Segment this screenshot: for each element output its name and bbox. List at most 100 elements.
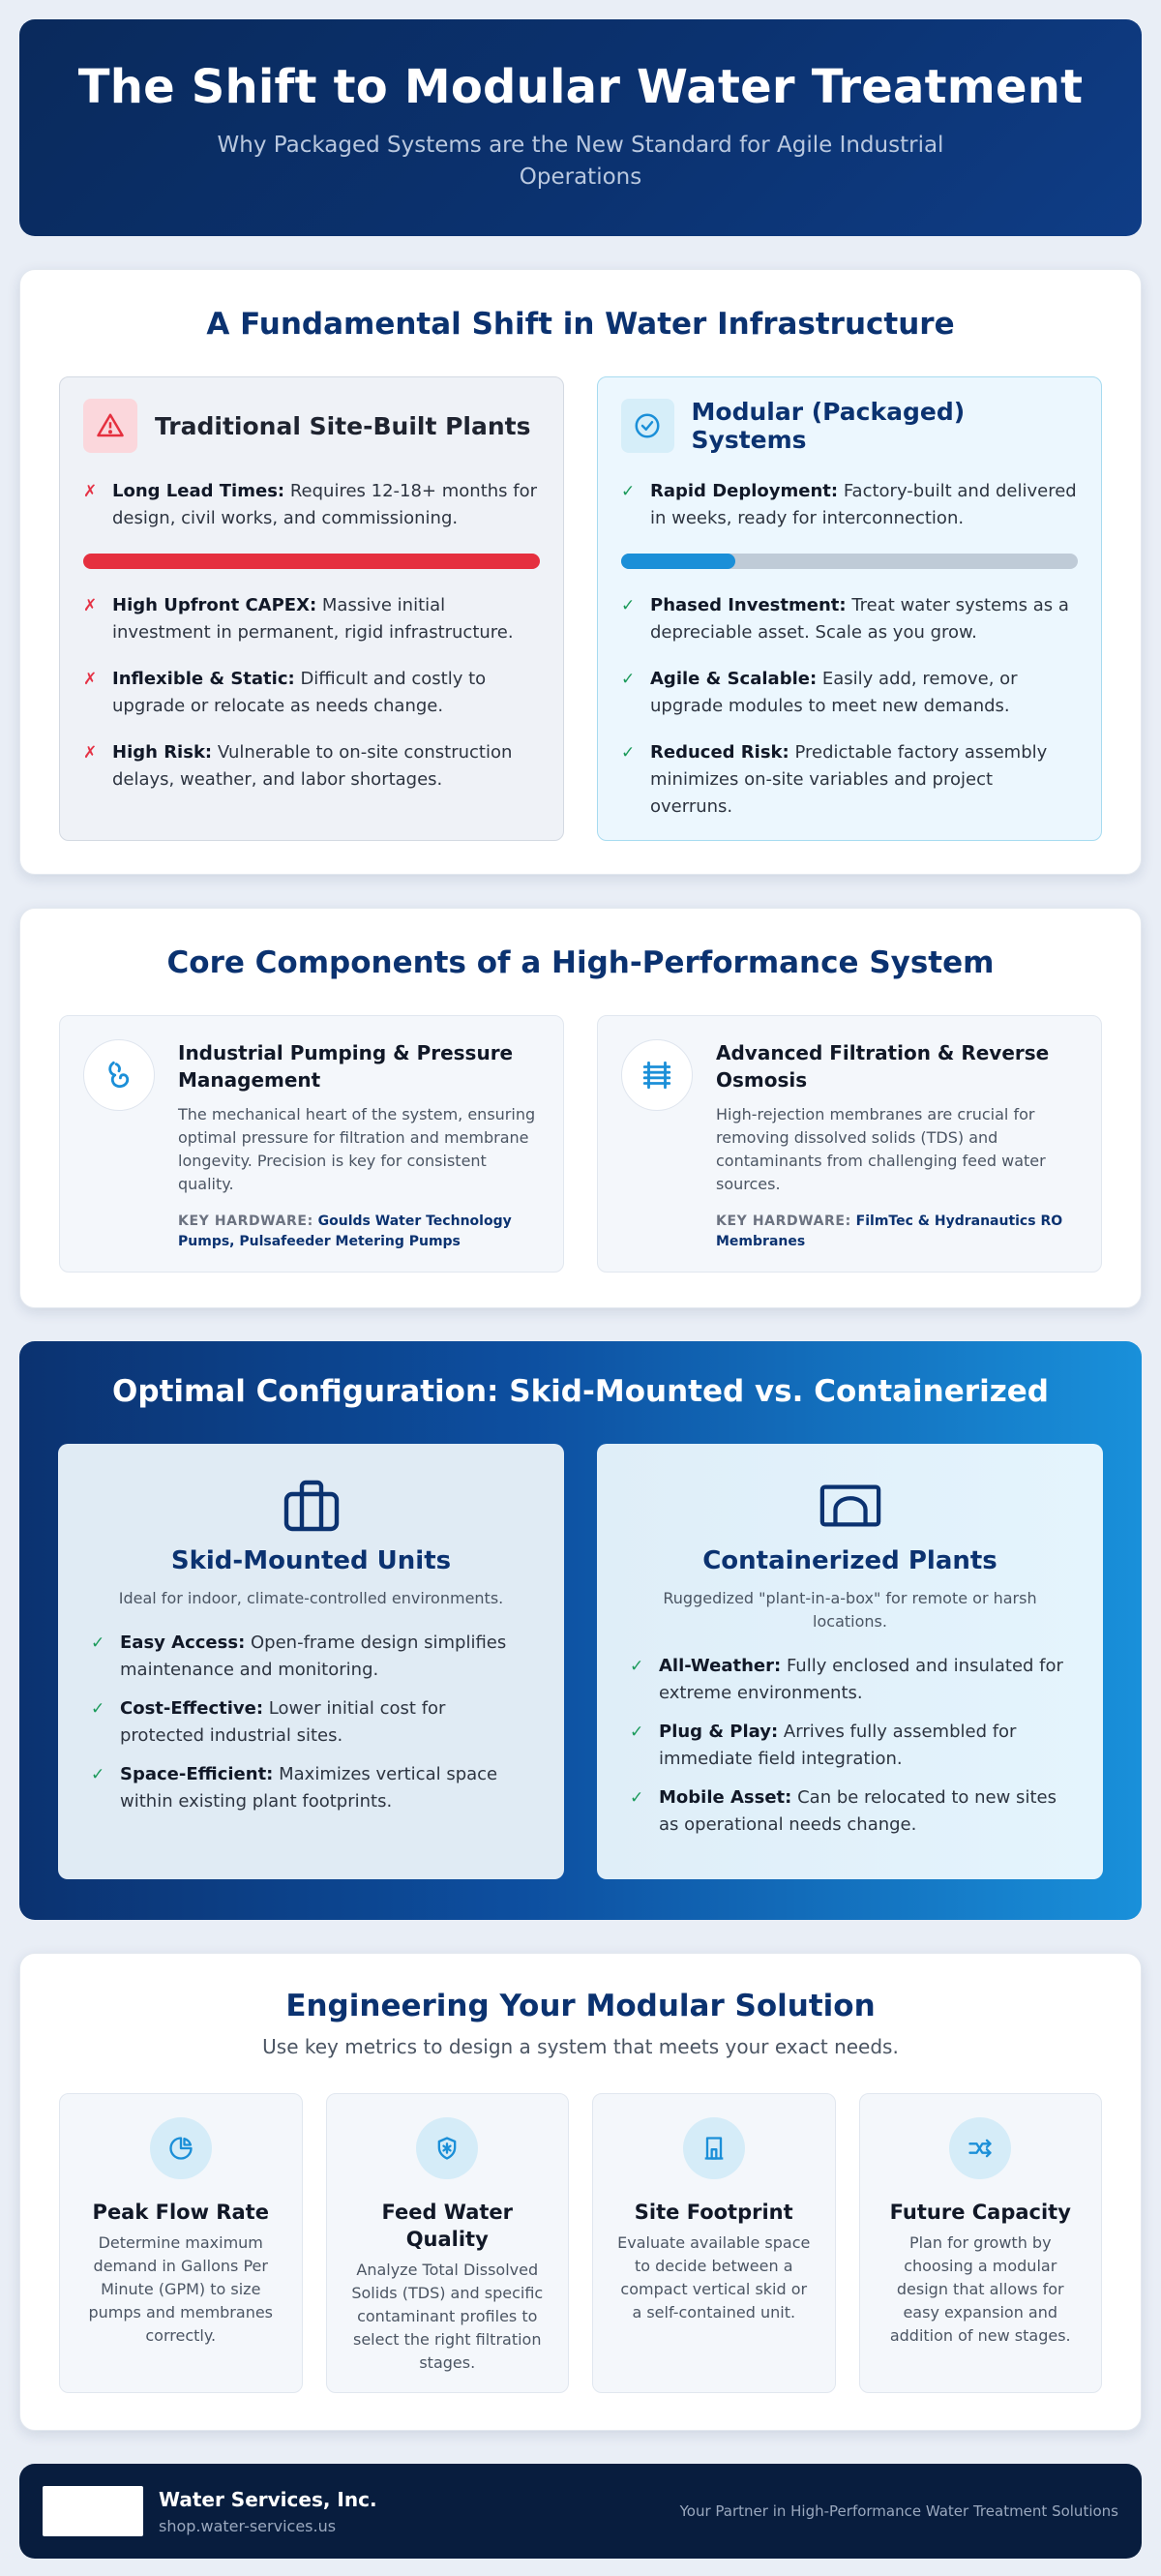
item-label: Reduced Risk:	[650, 742, 789, 763]
engineering-section: Engineering Your Modular Solution Use ke…	[19, 1953, 1142, 2431]
metric-heading: Feed Water Quality	[381, 2201, 514, 2251]
metric-card-water-quality: Feed Water Quality Analyze Total Dissolv…	[325, 2093, 569, 2393]
hardware-label: KEY HARDWARE:	[716, 1213, 851, 1229]
page-title: The Shift to Modular Water Treatment	[77, 60, 1084, 114]
metric-text: Plan for growth by choosing a modular de…	[889, 2233, 1071, 2345]
item-text: Treat water systems as a depreciable ass…	[650, 595, 1069, 643]
modular-item: ✓ Reduced Risk: Predictable factory asse…	[621, 739, 1078, 821]
arrows-icon	[949, 2117, 1012, 2179]
metric-card-site-footprint: Site Footprint Evaluate available space …	[592, 2093, 836, 2393]
item-text: Vulnerable to on-site construction delay…	[112, 742, 513, 790]
check-mark-icon: ✓	[621, 670, 636, 689]
container-heading: Containerized Plants	[702, 1546, 997, 1575]
modular-item: ✓ Agile & Scalable: Easily add, remove, …	[621, 666, 1078, 720]
component-hardware: KEY HARDWARE: Goulds Water Technology Pu…	[178, 1212, 540, 1252]
pump-icon	[83, 1039, 155, 1111]
containerized-card: Containerized Plants Ruggedized "plant-i…	[597, 1444, 1103, 1879]
item-text: Difficult and costly to upgrade or reloc…	[112, 669, 487, 716]
feature-text: Arrives fully assembled for immediate fi…	[659, 1722, 1017, 1769]
check-mark-icon: ✓	[630, 1722, 644, 1742]
shift-section: A Fundamental Shift in Water Infrastruct…	[19, 269, 1142, 875]
feature-label: All-Weather:	[659, 1656, 782, 1676]
component-hardware: KEY HARDWARE: FilmTec & Hydranautics RO …	[716, 1212, 1078, 1252]
skid-subtitle: Ideal for indoor, climate-controlled env…	[118, 1589, 504, 1607]
check-mark-icon: ✓	[621, 743, 636, 763]
check-circle-icon	[621, 399, 674, 453]
traditional-plants-panel: Traditional Site-Built Plants ✗ Long Lea…	[59, 376, 564, 841]
traditional-timeline-bar	[83, 554, 540, 569]
traditional-item: ✗ High Upfront CAPEX: Massive initial in…	[83, 592, 540, 646]
item-label: Rapid Deployment:	[650, 481, 839, 501]
filter-icon	[621, 1039, 693, 1111]
modular-item: ✓ Rapid Deployment: Factory-built and de…	[621, 478, 1078, 532]
feature-label: Cost-Effective:	[120, 1698, 264, 1719]
metric-text: Analyze Total Dissolved Solids (TDS) and…	[351, 2261, 544, 2372]
x-mark-icon: ✗	[83, 482, 98, 501]
component-card-pumping: Industrial Pumping & Pressure Management…	[59, 1015, 564, 1273]
footer: Water Services, Inc. shop.water-services…	[19, 2464, 1142, 2559]
item-text: Predictable factory assembly minimizes o…	[650, 742, 1048, 817]
metric-text: Evaluate available space to decide betwe…	[617, 2233, 811, 2321]
metric-heading: Site Footprint	[634, 2201, 793, 2224]
traditional-item: ✗ Inflexible & Static: Difficult and cos…	[83, 666, 540, 720]
feature-text: Maximizes vertical space within existing…	[120, 1764, 498, 1812]
configuration-section: Optimal Configuration: Skid-Mounted vs. …	[19, 1341, 1142, 1920]
container-icon	[630, 1479, 1070, 1537]
metric-heading: Future Capacity	[889, 2201, 1071, 2224]
traditional-item: ✗ Long Lead Times: Requires 12-18+ month…	[83, 478, 540, 532]
check-mark-icon: ✓	[91, 1699, 105, 1719]
check-mark-icon: ✓	[621, 596, 636, 615]
modular-timeline-fill	[621, 554, 735, 569]
engineering-section-title: Engineering Your Modular Solution	[285, 1989, 876, 2023]
core-components-section: Core Components of a High-Performance Sy…	[19, 908, 1142, 1308]
check-mark-icon: ✓	[621, 482, 636, 501]
modular-item: ✓ Phased Investment: Treat water systems…	[621, 592, 1078, 646]
x-mark-icon: ✗	[83, 596, 98, 615]
item-label: Phased Investment:	[650, 595, 847, 615]
item-label: High Upfront CAPEX:	[112, 595, 317, 615]
metric-heading: Peak Flow Rate	[92, 2201, 269, 2224]
hardware-value: Goulds Water Technology Pumps, Pulsafeed…	[178, 1213, 512, 1249]
component-card-filtration: Advanced Filtration & Reverse Osmosis Hi…	[597, 1015, 1102, 1273]
component-description: The mechanical heart of the system, ensu…	[178, 1105, 536, 1193]
item-text: Requires 12-18+ months for design, civil…	[112, 481, 538, 528]
modular-timeline-bar	[621, 554, 1078, 569]
pie-chart-icon	[149, 2117, 212, 2179]
container-subtitle: Ruggedized "plant-in-a-box" for remote o…	[663, 1589, 1037, 1631]
skid-feature: ✓ Easy Access: Open-frame design simplifi…	[91, 1630, 531, 1684]
component-heading: Advanced Filtration & Reverse Osmosis	[716, 1041, 1050, 1092]
feature-text: Can be relocated to new sites as operati…	[659, 1787, 1057, 1835]
modular-heading: Modular (Packaged) Systems	[691, 398, 966, 454]
component-description: High-rejection membranes are crucial for…	[716, 1105, 1046, 1193]
item-text: Easily add, remove, or upgrade modules t…	[650, 669, 1018, 716]
company-url-link[interactable]: shop.water-services.us	[159, 2516, 337, 2535]
core-section-title: Core Components of a High-Performance Sy…	[166, 945, 995, 980]
item-text: Massive initial investment in permanent,…	[112, 595, 514, 643]
feature-label: Mobile Asset:	[659, 1787, 792, 1808]
item-label: Inflexible & Static:	[112, 669, 295, 689]
hero-banner: The Shift to Modular Water Treatment Why…	[19, 19, 1142, 236]
x-mark-icon: ✗	[83, 670, 98, 689]
hardware-label: KEY HARDWARE:	[178, 1213, 313, 1229]
footer-tagline: Your Partner in High-Performance Water T…	[679, 2502, 1118, 2520]
feature-text: Open-frame design simplifies maintenance…	[120, 1632, 507, 1680]
item-text: Factory-built and delivered in weeks, re…	[650, 481, 1077, 528]
check-mark-icon: ✓	[630, 1657, 644, 1676]
skid-mounted-card: Skid-Mounted Units Ideal for indoor, cli…	[58, 1444, 564, 1879]
building-icon	[682, 2117, 745, 2179]
traditional-heading: Traditional Site-Built Plants	[155, 411, 531, 440]
warning-icon	[83, 399, 137, 453]
page-subtitle: Why Packaged Systems are the New Standar…	[217, 133, 944, 190]
container-feature: ✓ All-Weather: Fully enclosed and insulat…	[630, 1653, 1070, 1707]
traditional-item: ✗ High Risk: Vulnerable to on-site const…	[83, 739, 540, 794]
item-label: Agile & Scalable:	[650, 669, 818, 689]
metric-card-future-capacity: Future Capacity Plan for growth by choos…	[858, 2093, 1102, 2393]
feature-label: Plug & Play:	[659, 1722, 779, 1742]
feature-text: Fully enclosed and insulated for extreme…	[659, 1656, 1063, 1703]
engineering-lead: Use key metrics to design a system that …	[262, 2035, 899, 2058]
item-label: Long Lead Times:	[112, 481, 285, 501]
modular-systems-panel: Modular (Packaged) Systems ✓ Rapid Deplo…	[597, 376, 1102, 841]
briefcase-icon	[91, 1479, 531, 1537]
container-feature: ✓ Plug & Play: Arrives fully assembled fo…	[630, 1719, 1070, 1773]
skid-heading: Skid-Mounted Units	[170, 1546, 452, 1575]
